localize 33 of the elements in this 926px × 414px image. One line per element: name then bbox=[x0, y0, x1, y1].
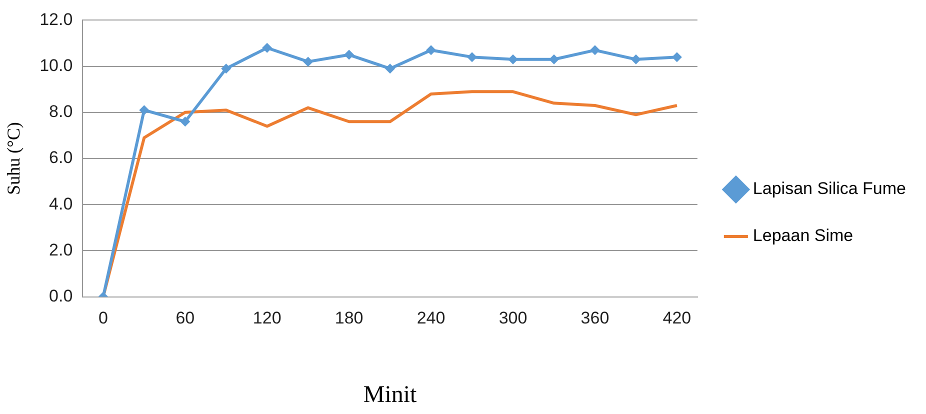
point bbox=[630, 54, 641, 64]
point bbox=[344, 50, 354, 60]
y-axis-title: Suhu (°C) bbox=[4, 122, 24, 195]
point bbox=[467, 52, 478, 62]
y-tick-label: 12.0 bbox=[40, 10, 73, 29]
y-tick-label: 4.0 bbox=[49, 194, 73, 214]
point bbox=[385, 64, 396, 74]
y-tick-label: 0.0 bbox=[49, 286, 73, 306]
legend-label: Lapisan Silica Fume bbox=[752, 179, 906, 198]
point bbox=[548, 54, 559, 64]
point bbox=[508, 54, 518, 64]
x-tick-label: 120 bbox=[252, 308, 282, 328]
x-tick-label: 180 bbox=[334, 308, 364, 328]
x-axis-title: Minit bbox=[363, 382, 418, 408]
point bbox=[672, 52, 682, 62]
legend-label: Lepaan Sime bbox=[752, 226, 854, 246]
x-tick-label: 360 bbox=[580, 308, 610, 328]
point bbox=[139, 105, 150, 116]
x-tick-label: 300 bbox=[498, 308, 528, 328]
x-tick-label: 60 bbox=[176, 308, 195, 328]
point bbox=[262, 42, 272, 53]
x-tick-label: 420 bbox=[662, 308, 692, 328]
y-tick-label: 6.0 bbox=[49, 148, 73, 168]
point bbox=[303, 56, 314, 67]
point bbox=[426, 45, 436, 56]
x-tick-label: 0 bbox=[98, 308, 108, 328]
point bbox=[590, 45, 600, 56]
y-tick-label: 2.0 bbox=[49, 240, 73, 260]
x-tick-label: 240 bbox=[416, 308, 446, 328]
point bbox=[221, 64, 232, 74]
y-tick-label: 10.0 bbox=[40, 56, 73, 75]
point bbox=[180, 116, 190, 127]
y-tick-label: 8.0 bbox=[49, 102, 73, 122]
